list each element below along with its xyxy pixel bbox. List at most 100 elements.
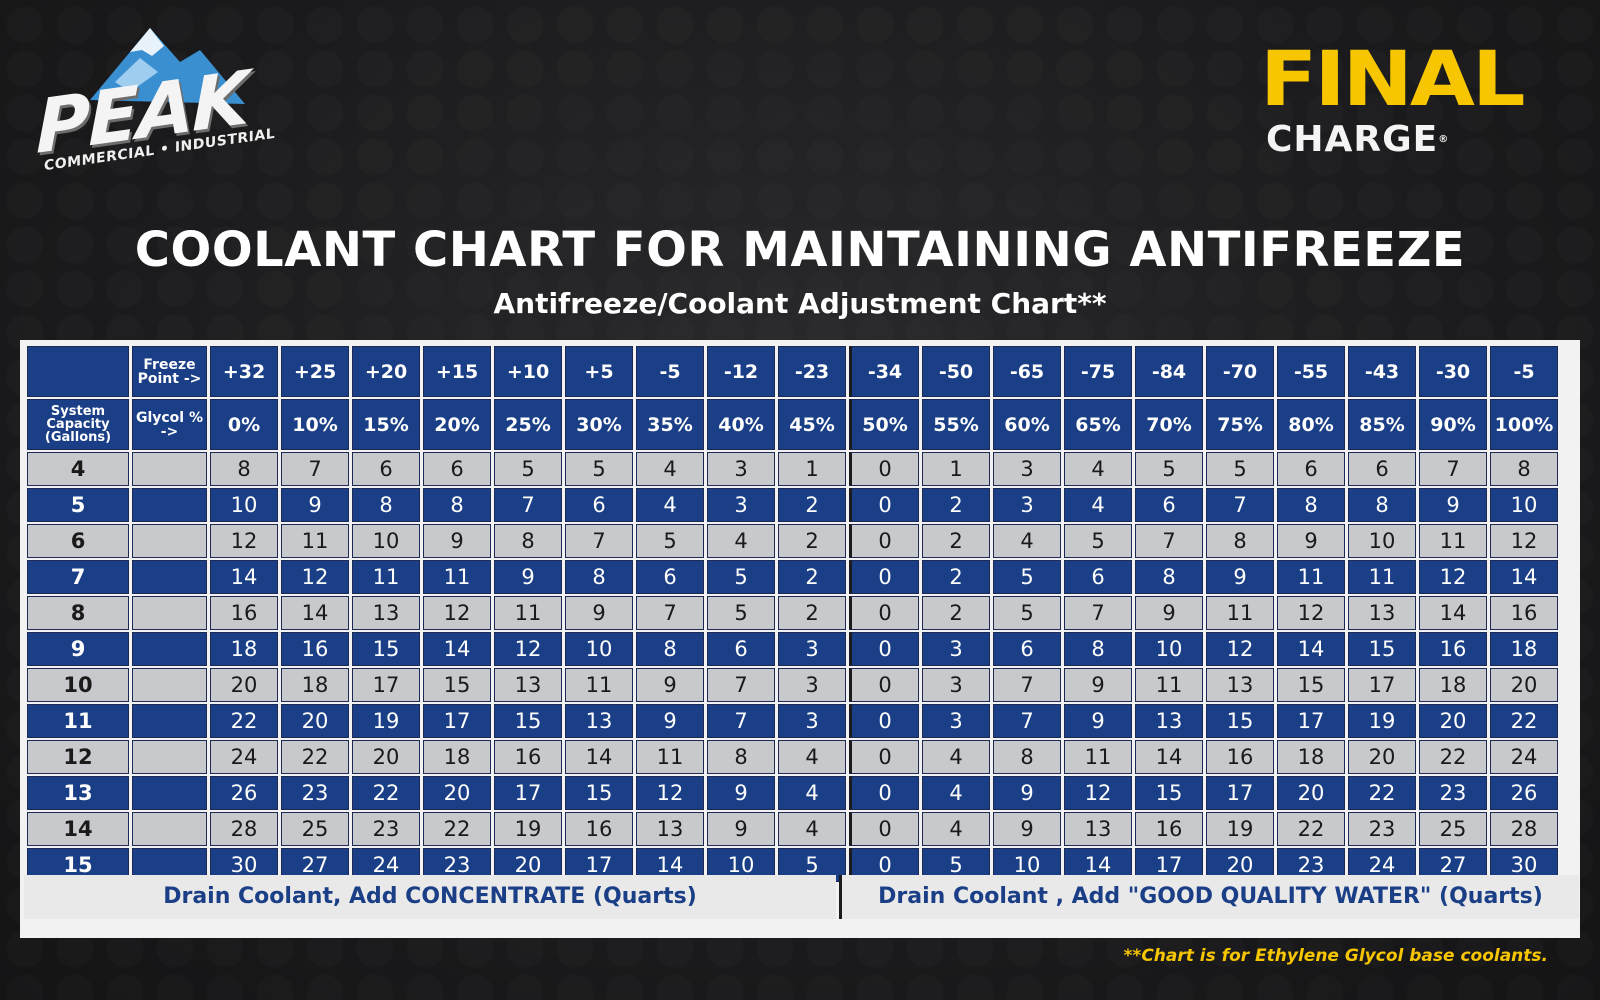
quarts-cell: 4	[778, 740, 846, 774]
quarts-cell: 13	[494, 668, 562, 702]
glycol-percent-cell: 55%	[922, 399, 990, 450]
quarts-cell: 23	[1348, 812, 1416, 846]
glycol-percent-cell: 0%	[210, 399, 278, 450]
blank-cell	[132, 668, 207, 702]
freeze-point-cell: -34	[849, 346, 919, 397]
table-row: 9 18 16 15 14 12 10 8 6 3 0 3 6 8 10 12 14 15 16 18	[27, 632, 1558, 666]
quarts-cell: 5	[1206, 452, 1274, 486]
quarts-cell: 10	[1348, 524, 1416, 558]
quarts-cell: 14	[1277, 632, 1345, 666]
quarts-cell: 7	[707, 668, 775, 702]
quarts-cell: 5	[993, 560, 1061, 594]
quarts-cell: 18	[423, 740, 491, 774]
blank-cell	[132, 560, 207, 594]
table-row: 10 20 18 17 15 13 11 9 7 3 0 3 7 9 11 13 15 17 18 20	[27, 668, 1558, 702]
charge-text: CHARGE	[1266, 119, 1439, 160]
quarts-cell: 22	[352, 776, 420, 810]
capacity-cell: 6	[27, 524, 129, 558]
quarts-cell: 12	[494, 632, 562, 666]
capacity-cell: 4	[27, 452, 129, 486]
quarts-cell: 11	[1135, 668, 1203, 702]
quarts-cell: 16	[494, 740, 562, 774]
quarts-cell: 4	[636, 488, 704, 522]
freeze-point-cell: +25	[281, 346, 349, 397]
quarts-cell: 9	[281, 488, 349, 522]
quarts-cell: 7	[494, 488, 562, 522]
quarts-cell: 20	[1348, 740, 1416, 774]
quarts-cell: 5	[993, 596, 1061, 630]
quarts-cell: 6	[1277, 452, 1345, 486]
quarts-cell: 20	[281, 704, 349, 738]
quarts-cell: 4	[922, 776, 990, 810]
table-row: 12 24 22 20 18 16 14 11 8 4 0 4 8 11 14 16 18 20 22 24	[27, 740, 1558, 774]
quarts-cell: 8	[1064, 632, 1132, 666]
quarts-cell: 13	[1348, 596, 1416, 630]
quarts-cell: 22	[1277, 812, 1345, 846]
quarts-cell: 9	[636, 668, 704, 702]
quarts-cell: 6	[1348, 452, 1416, 486]
quarts-cell: 5	[494, 452, 562, 486]
quarts-cell: 9	[707, 812, 775, 846]
chart-title: COOLANT CHART FOR MAINTAINING ANTIFREEZE	[134, 222, 1466, 278]
table-row: 7 14 12 11 11 9 8 6 5 2 0 2 5 6 8 9 11 11 12 14	[27, 560, 1558, 594]
glycol-percent-cell: 75%	[1206, 399, 1274, 450]
quarts-cell: 10	[565, 632, 633, 666]
quarts-cell: 10	[352, 524, 420, 558]
quarts-cell: 12	[1277, 596, 1345, 630]
quarts-cell: 3	[993, 452, 1061, 486]
quarts-cell: 12	[636, 776, 704, 810]
footer-concentrate: Drain Coolant, Add CONCENTRATE (Quarts)	[24, 875, 836, 919]
quarts-cell: 1	[922, 452, 990, 486]
quarts-cell: 9	[1135, 596, 1203, 630]
freeze-point-cell: -70	[1206, 346, 1274, 397]
glycol-percent-row: System Capacity (Gallons) Glycol % -> 0% 10…	[27, 399, 1558, 450]
quarts-cell: 11	[1206, 596, 1274, 630]
charge-wordmark: CHARGE®	[1266, 122, 1560, 158]
quarts-cell: 0	[849, 812, 919, 846]
quarts-cell: 14	[1419, 596, 1487, 630]
quarts-cell: 9	[1064, 668, 1132, 702]
quarts-cell: 17	[494, 776, 562, 810]
quarts-cell: 0	[849, 452, 919, 486]
quarts-cell: 9	[494, 560, 562, 594]
quarts-cell: 28	[210, 812, 278, 846]
quarts-cell: 16	[1490, 596, 1558, 630]
quarts-cell: 19	[352, 704, 420, 738]
quarts-cell: 2	[922, 524, 990, 558]
quarts-cell: 12	[423, 596, 491, 630]
quarts-cell: 11	[423, 560, 491, 594]
quarts-cell: 8	[1135, 560, 1203, 594]
quarts-cell: 17	[1277, 704, 1345, 738]
ethylene-glycol-note: **Chart is for Ethylene Glycol base cool…	[1123, 946, 1548, 966]
quarts-cell: 13	[352, 596, 420, 630]
quarts-cell: 4	[778, 776, 846, 810]
quarts-cell: 11	[1348, 560, 1416, 594]
quarts-cell: 14	[210, 560, 278, 594]
quarts-cell: 22	[281, 740, 349, 774]
capacity-cell: 14	[27, 812, 129, 846]
quarts-cell: 7	[1135, 524, 1203, 558]
quarts-cell: 14	[281, 596, 349, 630]
final-charge-logo: FINAL CHARGE®	[1260, 41, 1560, 157]
quarts-cell: 20	[1419, 704, 1487, 738]
quarts-cell: 14	[1135, 740, 1203, 774]
freeze-point-cell: +15	[423, 346, 491, 397]
quarts-cell: 13	[1206, 668, 1274, 702]
capacity-cell: 10	[27, 668, 129, 702]
quarts-cell: 16	[565, 812, 633, 846]
glycol-percent-cell: 35%	[636, 399, 704, 450]
glycol-percent-cell: 80%	[1277, 399, 1345, 450]
quarts-cell: 19	[494, 812, 562, 846]
glycol-percent-cell: 15%	[352, 399, 420, 450]
quarts-cell: 5	[636, 524, 704, 558]
capacity-cell: 8	[27, 596, 129, 630]
freeze-point-cell: -5	[1490, 346, 1558, 397]
capacity-cell: 11	[27, 704, 129, 738]
quarts-cell: 0	[849, 704, 919, 738]
quarts-cell: 8	[1490, 452, 1558, 486]
quarts-cell: 9	[1277, 524, 1345, 558]
quarts-cell: 16	[1135, 812, 1203, 846]
quarts-cell: 15	[1277, 668, 1345, 702]
quarts-cell: 3	[778, 668, 846, 702]
